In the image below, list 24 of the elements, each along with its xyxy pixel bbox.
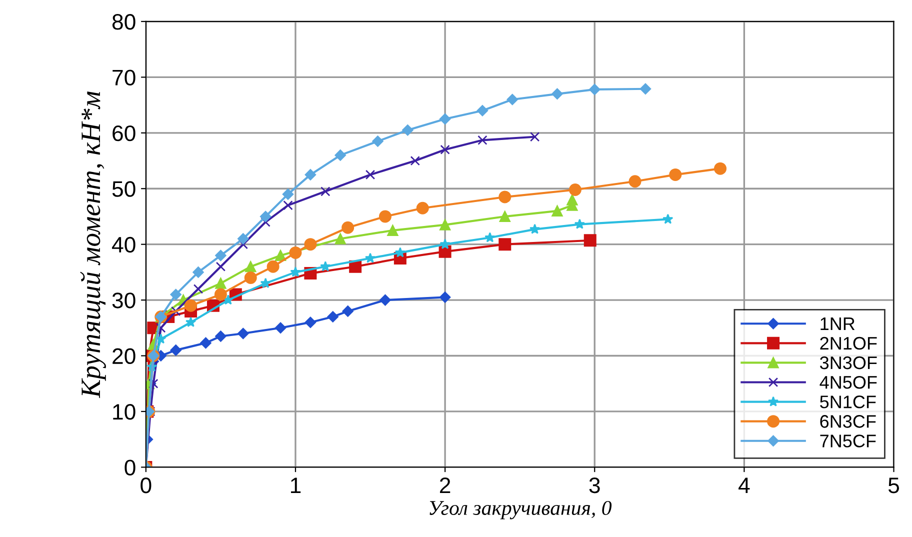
x-tick-label: 3 bbox=[589, 478, 600, 494]
legend-label: 2N1OF bbox=[820, 336, 877, 350]
y-tick-label: 70 bbox=[112, 70, 136, 86]
x-tick-label: 4 bbox=[738, 478, 750, 494]
y-tick-label: 50 bbox=[112, 181, 136, 197]
y-axis-title: Крутящий момент, кН*м bbox=[80, 92, 106, 398]
legend-label: 7N5CF bbox=[820, 434, 876, 448]
x-tick-label: 0 bbox=[140, 478, 152, 494]
legend-label: 5N1CF bbox=[820, 396, 876, 408]
y-tick-label: 60 bbox=[112, 125, 136, 142]
y-tick-label: 0 bbox=[124, 460, 136, 476]
y-tick-label: 10 bbox=[113, 404, 136, 420]
y-tick-label: 80 bbox=[112, 14, 136, 30]
x-tick-label: 2 bbox=[440, 478, 450, 494]
x-tick-label: 1 bbox=[291, 478, 301, 494]
y-tick-label: 40 bbox=[112, 236, 136, 253]
legend-label: 1NR bbox=[820, 318, 855, 330]
legend-label: 6N3CF bbox=[820, 415, 876, 428]
legend-label: 4N5OF bbox=[820, 376, 877, 389]
x-axis-title: Угол закручивания, 0 bbox=[430, 500, 612, 520]
y-tick-label: 30 bbox=[112, 292, 136, 308]
legend-label: 3N3OF bbox=[820, 356, 877, 370]
x-tick-label: 5 bbox=[888, 478, 900, 494]
y-tick-label: 20 bbox=[112, 348, 136, 364]
